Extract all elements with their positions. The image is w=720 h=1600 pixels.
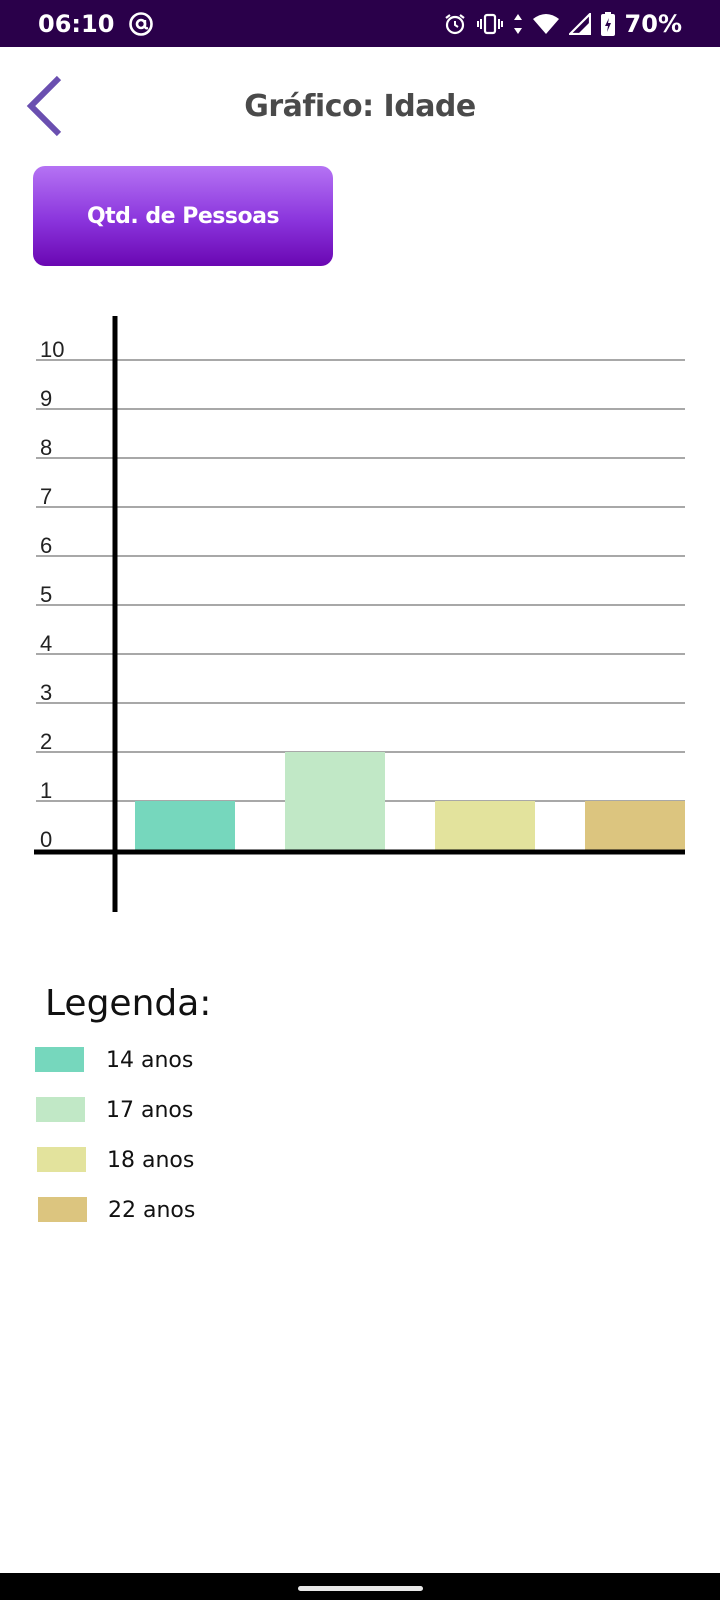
y-tick-label: 10	[40, 337, 64, 362]
legend-item: 17 anos	[0, 1097, 400, 1127]
y-tick-label: 4	[40, 631, 52, 656]
home-indicator[interactable]	[298, 1586, 423, 1591]
legend-swatch	[37, 1147, 86, 1172]
bar-22-anos	[585, 801, 685, 850]
navigation-bar	[0, 1573, 720, 1600]
y-tick-label: 2	[40, 729, 52, 754]
legend-label: 17 anos	[106, 1098, 194, 1123]
signal-icon	[568, 12, 591, 35]
page-title: Gráfico: Idade	[244, 89, 476, 124]
legend-item: 18 anos	[0, 1147, 400, 1177]
legend-swatch	[38, 1197, 87, 1222]
bar-chart-canvas: 0 1 2 3 4 5 6 7 8 9 10	[34, 316, 685, 912]
legend-title: Legenda:	[45, 983, 212, 1024]
legend-label: 14 anos	[106, 1048, 194, 1073]
battery-charging-icon	[600, 11, 615, 36]
at-sign-icon	[128, 11, 154, 37]
people-count-button[interactable]: Qtd. de Pessoas	[33, 166, 333, 266]
legend-swatch	[35, 1047, 84, 1072]
status-right: 70%	[443, 10, 682, 38]
alarm-icon	[443, 12, 467, 36]
y-tick-label: 5	[40, 582, 52, 607]
status-bar: 06:10	[0, 0, 720, 47]
bar-17-anos	[285, 752, 385, 850]
y-tick-label: 6	[40, 533, 52, 558]
status-left: 06:10	[38, 10, 154, 38]
y-tick-label: 1	[40, 778, 52, 803]
status-time: 06:10	[38, 9, 115, 38]
y-tick-label: 9	[40, 386, 52, 411]
y-tick-label: 0	[40, 827, 52, 852]
vibrate-icon	[476, 13, 503, 35]
wifi-icon	[532, 13, 559, 35]
y-tick-label: 7	[40, 484, 52, 509]
legend-item: 14 anos	[0, 1047, 400, 1077]
legend-label: 22 anos	[108, 1198, 196, 1223]
legend-label: 18 anos	[107, 1148, 195, 1173]
chevron-left-icon	[25, 75, 65, 142]
bar-18-anos	[435, 801, 535, 850]
data-arrows-icon	[513, 13, 523, 35]
y-tick-label: 3	[40, 680, 52, 705]
legend-item: 22 anos	[0, 1197, 400, 1227]
app-header: Gráfico: Idade	[0, 47, 720, 162]
bar-14-anos	[135, 801, 235, 850]
bar-chart: 0 1 2 3 4 5 6 7 8 9 10	[0, 300, 720, 930]
legend-swatch	[36, 1097, 85, 1122]
y-tick-label: 8	[40, 435, 52, 460]
battery-level: 70%	[624, 9, 682, 38]
back-button[interactable]	[20, 75, 70, 141]
